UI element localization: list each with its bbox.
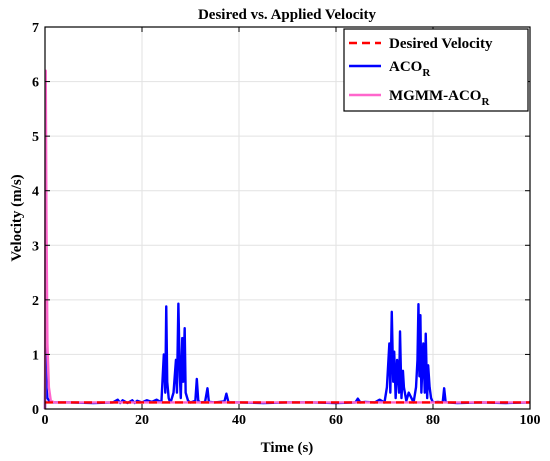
legend-label-0: Desired Velocity [389,36,493,52]
x-tick-label: 60 [329,413,343,428]
y-tick-label: 6 [32,76,39,91]
y-tick-label: 5 [32,130,39,145]
series-line-1 [43,302,531,410]
x-tick-label: 40 [232,413,246,428]
legend-label-2: MGMM-ACOR [389,88,490,108]
y-tick-label: 0 [32,403,39,418]
x-tick-label: 20 [135,413,149,428]
series-layer [43,69,531,410]
y-tick-label: 1 [32,348,39,363]
legend-label-1: ACOR [389,59,431,79]
y-tick-label: 3 [32,239,39,254]
x-tick-label: 80 [426,413,440,428]
x-axis-label: Time (s) [261,440,314,456]
y-tick-label: 2 [32,294,39,309]
legend: Desired Velocity ACOR MGMM-ACOR [343,28,529,112]
ticks: 0 20 40 60 80 100 0 1 2 3 4 5 6 7 [32,21,541,428]
y-tick-label: 7 [32,21,39,36]
x-tick-label: 0 [42,413,49,428]
chart-title: Desired vs. Applied Velocity [198,7,377,23]
legend-box [343,28,529,112]
series-line-2 [43,69,530,410]
y-tick-label: 4 [32,185,39,200]
plot-frame [44,26,531,410]
y-axis-label: Velocity (m/s) [9,174,25,261]
x-tick-label: 100 [520,413,541,428]
